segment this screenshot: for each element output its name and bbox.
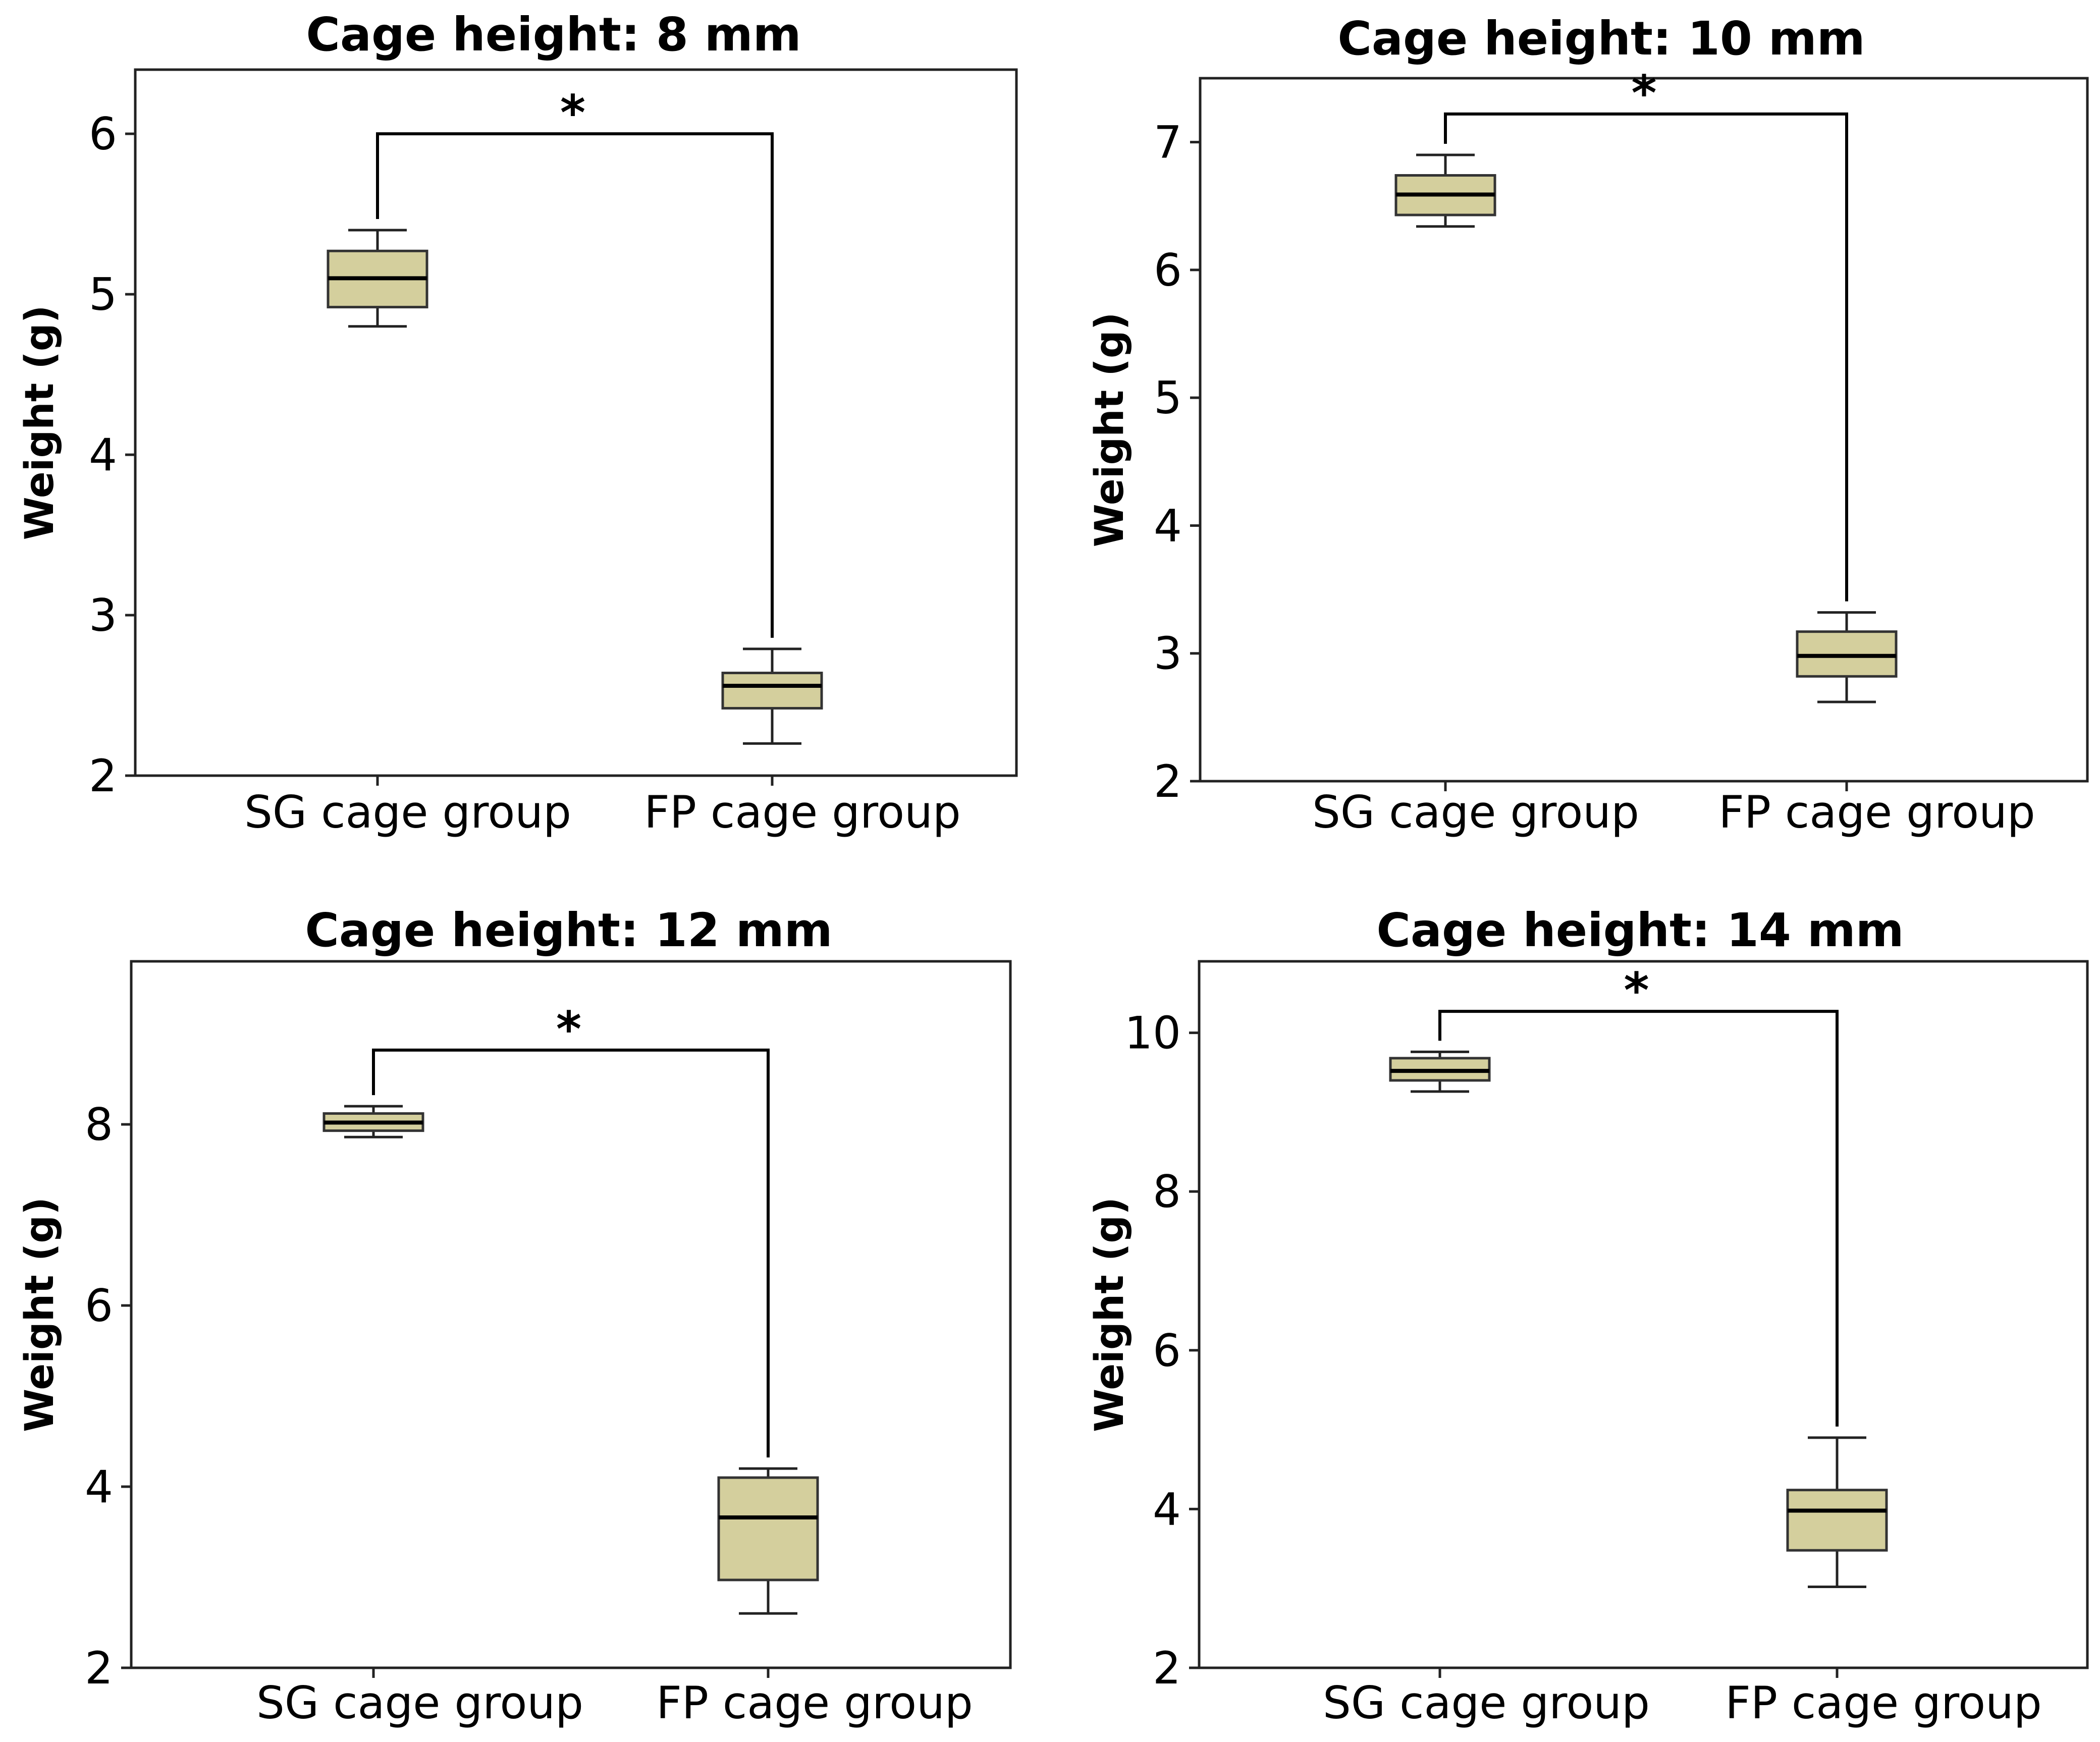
box-iqr [717,1476,819,1582]
y-tick-label: 5 [89,268,117,320]
y-tick-label: 4 [85,1461,113,1513]
plot-frame [134,68,1018,777]
x-category-label: SG cage group [1323,1677,1650,1729]
y-axis-label: Weight (g) [17,1197,63,1432]
plot-frame [1198,960,2089,1669]
y-tick-label: 4 [89,429,117,481]
x-category-label: FP cage group [1725,1677,2042,1729]
y-axis-label: Weight (g) [17,305,63,540]
x-category-label: FP cage group [1718,786,2035,838]
y-tick-label: 2 [89,750,117,802]
plot-frame [130,960,1012,1669]
x-category-label: SG cage group [1312,786,1639,838]
x-category-label: SG cage group [256,1677,583,1729]
chart-title: Cage height: 8 mm [306,8,801,62]
y-tick-label: 10 [1124,1007,1181,1059]
y-tick-label: 2 [1154,755,1182,807]
significance-label: * [1624,962,1649,1019]
x-category-label: SG cage group [244,786,571,838]
y-tick-label: 2 [85,1642,113,1694]
y-tick-label: 4 [1153,1483,1181,1535]
y-tick-label: 8 [1153,1166,1181,1218]
y-tick-label: 6 [89,108,117,160]
y-tick-label: 6 [1154,244,1182,296]
y-tick-label: 3 [1154,628,1182,680]
significance-bracket [376,132,774,638]
significance-label: * [1631,65,1656,122]
y-tick-label: 4 [1154,500,1182,552]
y-axis-label: Weight (g) [1087,1197,1133,1432]
chart-title: Cage height: 12 mm [305,903,832,957]
y-tick-label: 2 [1153,1642,1181,1694]
chart-title: Cage height: 10 mm [1337,12,1865,66]
box-iqr [1786,1489,1888,1552]
significance-bracket [1444,112,1848,602]
x-category-label: FP cage group [644,786,961,838]
y-tick-label: 7 [1154,117,1182,169]
plot-frame [1199,77,2089,783]
chart-title: Cage height: 14 mm [1376,903,1904,957]
significance-label: * [560,85,585,141]
significance-label: * [556,1001,581,1058]
y-tick-label: 8 [85,1099,113,1151]
y-tick-label: 6 [1153,1325,1181,1377]
significance-bracket [1438,1010,1839,1427]
x-category-label: FP cage group [656,1677,973,1729]
y-tick-label: 5 [1154,372,1182,424]
y-tick-label: 3 [89,589,117,641]
box-iqr [721,672,823,710]
significance-bracket [372,1048,770,1458]
y-tick-label: 6 [85,1280,113,1332]
y-axis-label: Weight (g) [1087,312,1133,548]
